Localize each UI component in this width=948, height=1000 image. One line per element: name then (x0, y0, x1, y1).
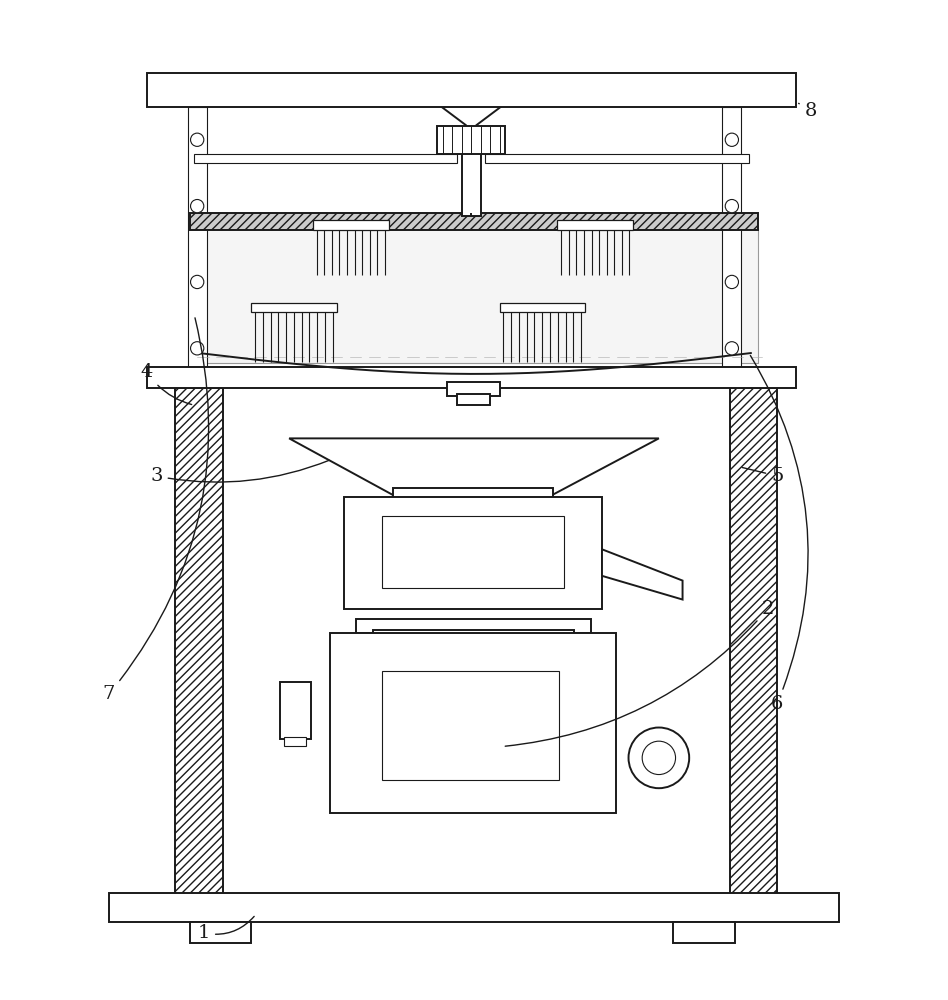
Bar (330, 633, 616, 813)
Bar (485, 154, 749, 163)
Bar (382, 671, 559, 780)
Circle shape (191, 133, 204, 146)
Bar (382, 516, 564, 588)
Bar (730, 388, 777, 908)
Text: 7: 7 (102, 318, 209, 703)
Bar (722, 107, 741, 367)
Bar (190, 228, 758, 363)
Bar (500, 303, 585, 312)
Circle shape (629, 728, 689, 788)
Bar (557, 220, 633, 230)
Circle shape (725, 342, 738, 355)
Bar (673, 922, 735, 943)
Text: 4: 4 (140, 363, 191, 405)
Bar (251, 303, 337, 312)
Bar (447, 381, 500, 396)
Text: 3: 3 (150, 460, 329, 485)
Bar (344, 497, 602, 609)
Polygon shape (602, 549, 683, 600)
Circle shape (191, 199, 204, 213)
Bar (194, 154, 457, 163)
Circle shape (191, 342, 204, 355)
Bar (457, 394, 490, 405)
Bar (190, 228, 758, 363)
Circle shape (725, 275, 738, 289)
Bar (393, 488, 553, 502)
Bar (175, 388, 223, 908)
Circle shape (725, 133, 738, 146)
Text: 6: 6 (751, 355, 808, 713)
Circle shape (725, 199, 738, 213)
Bar (280, 682, 311, 739)
Text: 8: 8 (798, 102, 817, 120)
Bar (188, 107, 207, 367)
Text: 1: 1 (197, 916, 254, 942)
Bar (356, 619, 591, 633)
Bar (147, 367, 796, 388)
Circle shape (191, 275, 204, 289)
Bar (284, 737, 306, 746)
Bar (373, 630, 574, 643)
Bar (147, 73, 796, 107)
Bar (403, 500, 543, 511)
Circle shape (642, 741, 676, 775)
Text: 2: 2 (505, 600, 775, 746)
Bar (313, 220, 389, 230)
Text: 5: 5 (742, 467, 784, 485)
Polygon shape (289, 438, 659, 495)
Bar (190, 922, 251, 943)
Bar (437, 126, 505, 154)
Bar (462, 151, 481, 216)
Bar (190, 213, 758, 230)
Bar (109, 893, 839, 922)
